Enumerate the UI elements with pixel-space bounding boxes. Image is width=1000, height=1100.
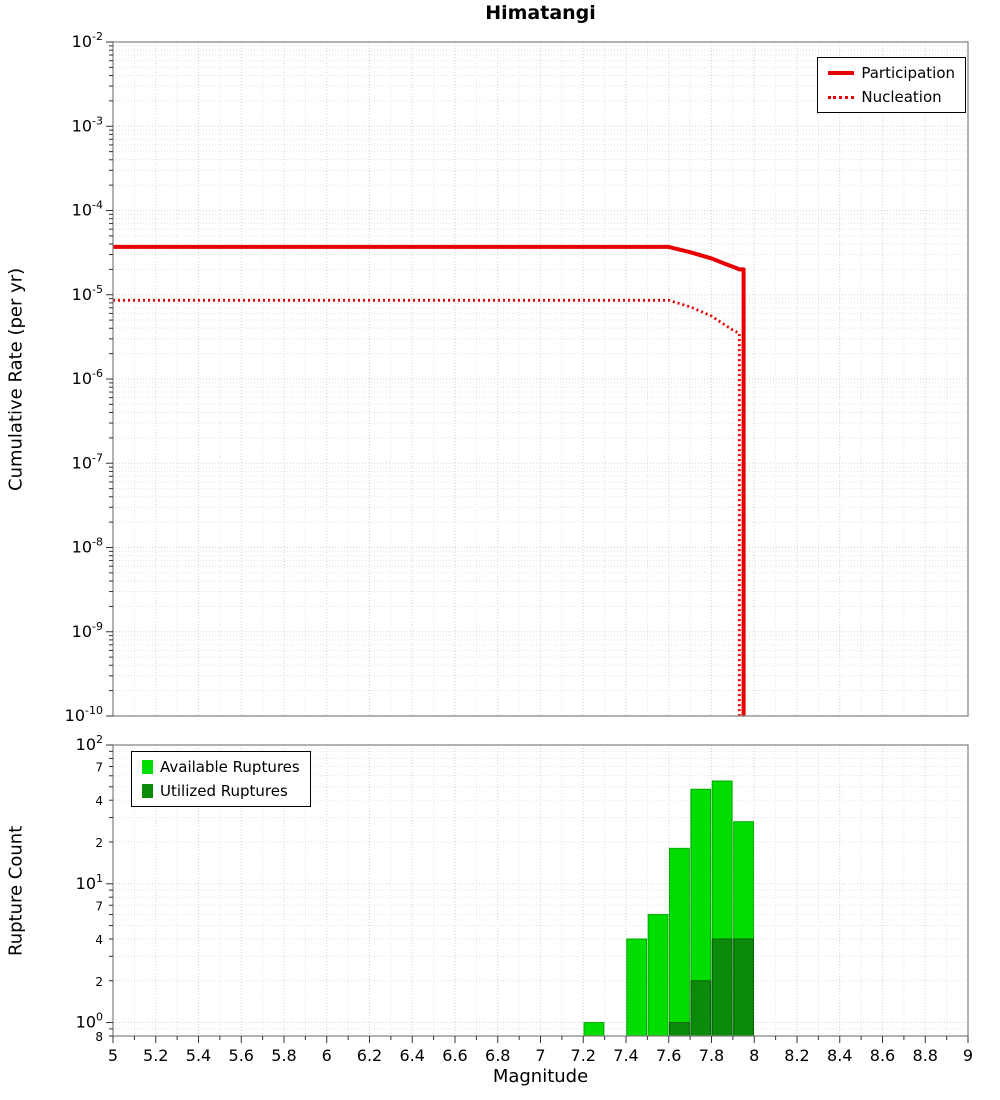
- x-tick-label: 7.2: [571, 1046, 596, 1065]
- y-tick-label: 7: [95, 760, 103, 774]
- bar-utilized: [669, 1022, 690, 1037]
- x-tick-label: 6.8: [485, 1046, 510, 1065]
- y-tick-label: 10-5: [72, 283, 103, 304]
- x-tick-label: 9: [963, 1046, 973, 1065]
- x-tick-label: 6.6: [442, 1046, 467, 1065]
- x-tick-label: 7.8: [699, 1046, 724, 1065]
- x-tick-label: 8.4: [827, 1046, 852, 1065]
- nucleation-legend-label: Nucleation: [861, 88, 942, 106]
- x-tick-label: 5.6: [229, 1046, 254, 1065]
- y-tick-label: 2: [95, 836, 103, 850]
- y-tick-label: 4: [95, 933, 103, 947]
- legend-item-nucleation: Nucleation: [828, 88, 955, 106]
- bar-available: [647, 914, 669, 1037]
- participation-line: [113, 244, 746, 716]
- y-tick-label: 10-9: [72, 620, 103, 641]
- participation-line-sample-icon: [828, 71, 855, 75]
- y-tick-label: 2: [95, 975, 103, 989]
- legend-item-participation: Participation: [828, 64, 955, 82]
- bottom-chart-legend: Available Ruptures Utilized Ruptures: [131, 751, 311, 807]
- y-tick-label: 101: [76, 872, 103, 893]
- utilized-ruptures-swatch-icon: [142, 784, 153, 798]
- nucleation-line-sample-icon: [828, 95, 855, 99]
- page-title: Himatangi: [485, 2, 596, 24]
- y-tick-label: 10-7: [72, 451, 103, 472]
- bar-utilized: [733, 938, 754, 1037]
- y-tick-label: 7: [95, 899, 103, 913]
- participation-legend-label: Participation: [861, 64, 955, 82]
- x-tick-label: 8.6: [870, 1046, 895, 1065]
- legend-item-available-ruptures: Available Ruptures: [142, 758, 300, 776]
- x-tick-label: 5.8: [271, 1046, 296, 1065]
- legend-item-utilized-ruptures: Utilized Ruptures: [142, 782, 300, 800]
- y-tick-label: 10-10: [65, 704, 103, 725]
- top-y-axis-title: Cumulative Rate (per yr): [5, 267, 27, 491]
- x-tick-label: 8.2: [784, 1046, 809, 1065]
- x-tick-label: 5: [108, 1046, 118, 1065]
- x-tick-label: 7: [535, 1046, 545, 1065]
- bottom-y-axis-title: Rupture Count: [5, 825, 27, 956]
- bar-utilized: [711, 938, 733, 1037]
- bar-available: [583, 1022, 605, 1037]
- x-tick-label: 5.2: [143, 1046, 168, 1065]
- bar-utilized: [690, 980, 712, 1037]
- y-tick-label: 100: [76, 1011, 103, 1032]
- x-tick-label: 8.8: [913, 1046, 938, 1065]
- x-tick-label: 5.4: [186, 1046, 211, 1065]
- utilized-ruptures-legend-label: Utilized Ruptures: [160, 782, 288, 800]
- y-tick-label: 8: [95, 1030, 103, 1044]
- y-tick-label: 10-6: [72, 367, 103, 388]
- available-ruptures-legend-label: Available Ruptures: [160, 758, 300, 776]
- y-tick-label: 102: [76, 733, 103, 754]
- bar-available: [626, 938, 648, 1037]
- x-axis-title: Magnitude: [492, 1066, 589, 1087]
- y-tick-label: 10-3: [72, 114, 103, 135]
- x-tick-label: 7.6: [656, 1046, 681, 1065]
- y-tick-label: 10-2: [72, 30, 103, 51]
- y-tick-label: 10-8: [72, 536, 103, 557]
- x-tick-label: 6.2: [357, 1046, 382, 1065]
- y-tick-label: 4: [95, 794, 103, 808]
- x-tick-label: 6.4: [400, 1046, 425, 1065]
- x-tick-label: 7.4: [613, 1046, 638, 1065]
- x-tick-label: 8: [749, 1046, 759, 1065]
- bar-available: [669, 847, 690, 1037]
- y-tick-label: 10-4: [72, 199, 103, 220]
- x-tick-label: 6: [322, 1046, 332, 1065]
- available-ruptures-swatch-icon: [142, 760, 153, 774]
- top-chart-legend: Participation Nucleation: [817, 57, 966, 113]
- nucleation-line: [113, 298, 741, 716]
